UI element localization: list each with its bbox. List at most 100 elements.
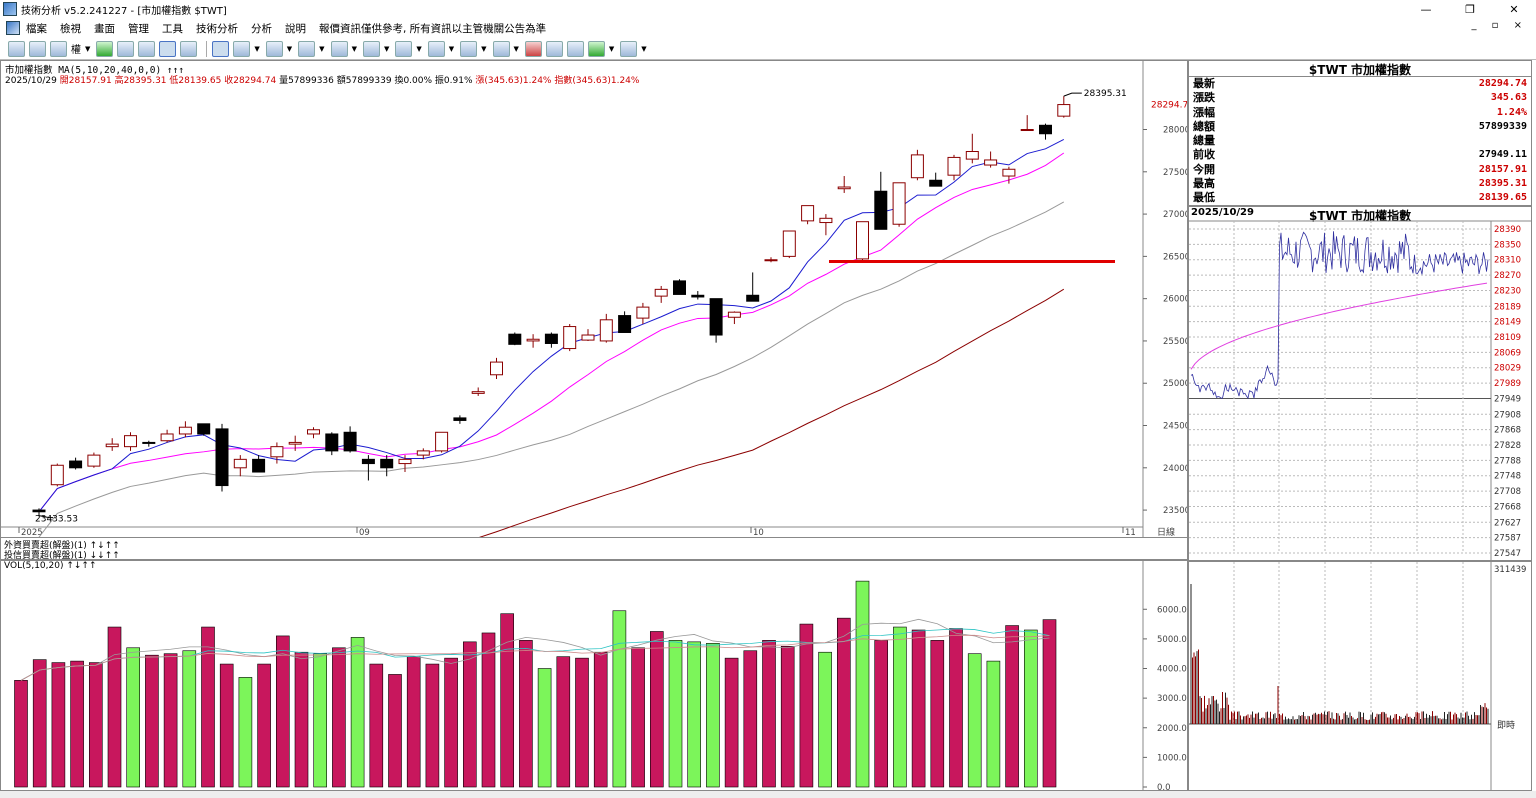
candle-body [416, 450, 430, 456]
close-button[interactable]: ✕ [1509, 2, 1519, 16]
candle-body [929, 179, 943, 187]
chevron-down-icon[interactable]: ▼ [383, 44, 390, 53]
volume-bar [836, 617, 851, 788]
window-icon[interactable] [138, 40, 156, 57]
intraday-volume-panel[interactable]: 311439 即時 [1188, 561, 1532, 791]
price-tick-label: 26000 [1163, 295, 1187, 305]
palette-icon[interactable] [587, 40, 605, 57]
fan-icon[interactable] [330, 40, 348, 57]
price-tick-label: 28000 [1163, 126, 1187, 136]
price-tick-label: 25500 [1163, 337, 1187, 347]
candle-body [380, 458, 394, 469]
menu-manage[interactable]: 管理 [128, 22, 149, 35]
candle-body [1002, 168, 1016, 177]
price-tick-label: 24000 [1163, 464, 1187, 474]
high-readout: 高28395.31 [114, 76, 167, 86]
candle-body [910, 154, 924, 179]
weight-selector[interactable]: 權 [71, 45, 81, 56]
menu-help[interactable]: 說明 [285, 22, 306, 35]
close-readout: 收28294.74 [224, 76, 277, 86]
rectangle-icon[interactable] [427, 40, 445, 57]
menu-technical-analysis[interactable]: 技術分析 [196, 22, 238, 35]
minimize-button[interactable]: — [1420, 2, 1432, 16]
vertical-lines-icon[interactable] [298, 40, 316, 57]
channel-icon[interactable] [395, 40, 413, 57]
open-readout: 開28157.91 [59, 76, 112, 86]
candle-body [178, 426, 192, 435]
menu-screen[interactable]: 畫面 [94, 22, 115, 35]
quote-row: 最高 28395.31 [1189, 177, 1531, 191]
save-icon[interactable] [620, 40, 638, 57]
trust-investor-indicator[interactable]: 投信買賣超(解盤)(1) ↓↓↑↑ [4, 551, 120, 560]
chart-type-icon[interactable] [8, 40, 25, 57]
eraser-icon[interactable] [545, 40, 563, 57]
candlestick-chart[interactable]: 28000 27500 27000 26500 26000 25500 25000 24500… [1, 61, 1187, 537]
chevron-down-icon[interactable]: ▼ [85, 44, 91, 53]
candle-body [764, 259, 778, 262]
vol-ma10-line [20, 628, 1050, 681]
menu-tools[interactable]: 工具 [162, 22, 183, 35]
gann-icon[interactable] [362, 40, 380, 57]
main-chart-panel[interactable]: 市加權指數 MA(5,10,20,40,0,0) ↑↑↑ 2025/10/29 … [0, 60, 1188, 538]
draw-pen-icon[interactable] [212, 40, 230, 57]
high-marker-label: 28395.31 [1084, 89, 1127, 99]
quote-value: 28139.65 [1478, 192, 1527, 204]
menu-view[interactable]: 檢視 [60, 22, 81, 35]
volume-chart[interactable]: 6000.0 5000.0 4000.0 3000.0 2000.0 1000.0 0.0 [1, 561, 1187, 790]
maximize-button[interactable]: ❐ [1465, 2, 1475, 16]
intraday-average-line [1190, 282, 1488, 370]
quote-row: 總量 [1189, 134, 1531, 148]
document-icon [6, 21, 20, 35]
volume-panel[interactable]: VOL(5,10,20) ↑↓↑↑ 6000.0 5000.0 4000.0 3000… [0, 560, 1188, 791]
delete-icon[interactable] [524, 40, 542, 57]
volume-bar [818, 651, 832, 788]
candle-body [288, 441, 302, 445]
trendline-icon[interactable] [233, 40, 251, 57]
candle-body [124, 435, 137, 448]
amplitude-readout: 振0.91% [434, 76, 473, 86]
volume-bar [967, 653, 982, 788]
grid-icon[interactable] [117, 40, 135, 57]
chevron-down-icon[interactable]: ▼ [416, 44, 422, 53]
intraday-tick-label: 27668 [1494, 502, 1521, 512]
layout-icon[interactable] [159, 40, 177, 57]
chevron-down-icon[interactable]: ▼ [319, 44, 325, 53]
quote-value: 27949.11 [1478, 149, 1527, 161]
chevron-down-icon[interactable]: ▼ [608, 44, 615, 53]
menu-analysis[interactable]: 分析 [251, 22, 272, 35]
crosshair-icon[interactable] [29, 40, 46, 57]
low-marker-label: 23433.53 [35, 515, 78, 525]
text-icon[interactable] [492, 40, 510, 57]
bars-icon[interactable] [50, 40, 67, 57]
chevron-down-icon[interactable]: ▼ [286, 44, 293, 53]
intraday-volume-chart[interactable]: 311439 即時 [1189, 562, 1531, 790]
date-readout: 2025/10/29 [5, 76, 57, 86]
chevron-down-icon[interactable]: ▼ [254, 44, 260, 53]
chevron-down-icon[interactable]: ▼ [448, 44, 455, 53]
document-window-controls[interactable]: _ ▫ × [1471, 20, 1528, 31]
chevron-down-icon[interactable]: ▼ [481, 44, 487, 53]
indicator-icon[interactable] [96, 40, 114, 57]
candle-body [544, 333, 558, 344]
chevron-down-icon[interactable]: ▼ [351, 44, 357, 53]
circle-icon[interactable] [460, 40, 478, 57]
candle-body [87, 454, 101, 467]
toolbar-separator [206, 40, 208, 57]
status-tabs-bar[interactable] [0, 791, 1536, 798]
volume-bar [500, 613, 515, 788]
volume-bar [388, 674, 402, 788]
layout-split-icon[interactable] [180, 40, 198, 57]
volume-bar [201, 626, 215, 788]
intraday-tick-label: 28270 [1494, 271, 1521, 281]
settings-icon[interactable] [566, 40, 584, 57]
candle-body [361, 458, 375, 465]
fibonacci-icon[interactable] [265, 40, 283, 57]
candle-body [526, 338, 540, 342]
chevron-down-icon[interactable]: ▼ [513, 44, 519, 53]
ma10-line [38, 152, 1065, 513]
foreign-investor-indicator[interactable]: 外資買賣超(解盤)(1) ↑↓↑↑ [4, 541, 120, 551]
intraday-panel[interactable]: 2025/10/29 $TWT 市加權指數 28390 28350 28310 282… [1188, 206, 1532, 561]
intraday-chart[interactable]: 28390 28350 28310 28270 28230 28189 28149 28109… [1189, 207, 1531, 560]
menu-file[interactable]: 檔案 [26, 22, 47, 35]
chevron-down-icon[interactable]: ▼ [641, 44, 647, 53]
